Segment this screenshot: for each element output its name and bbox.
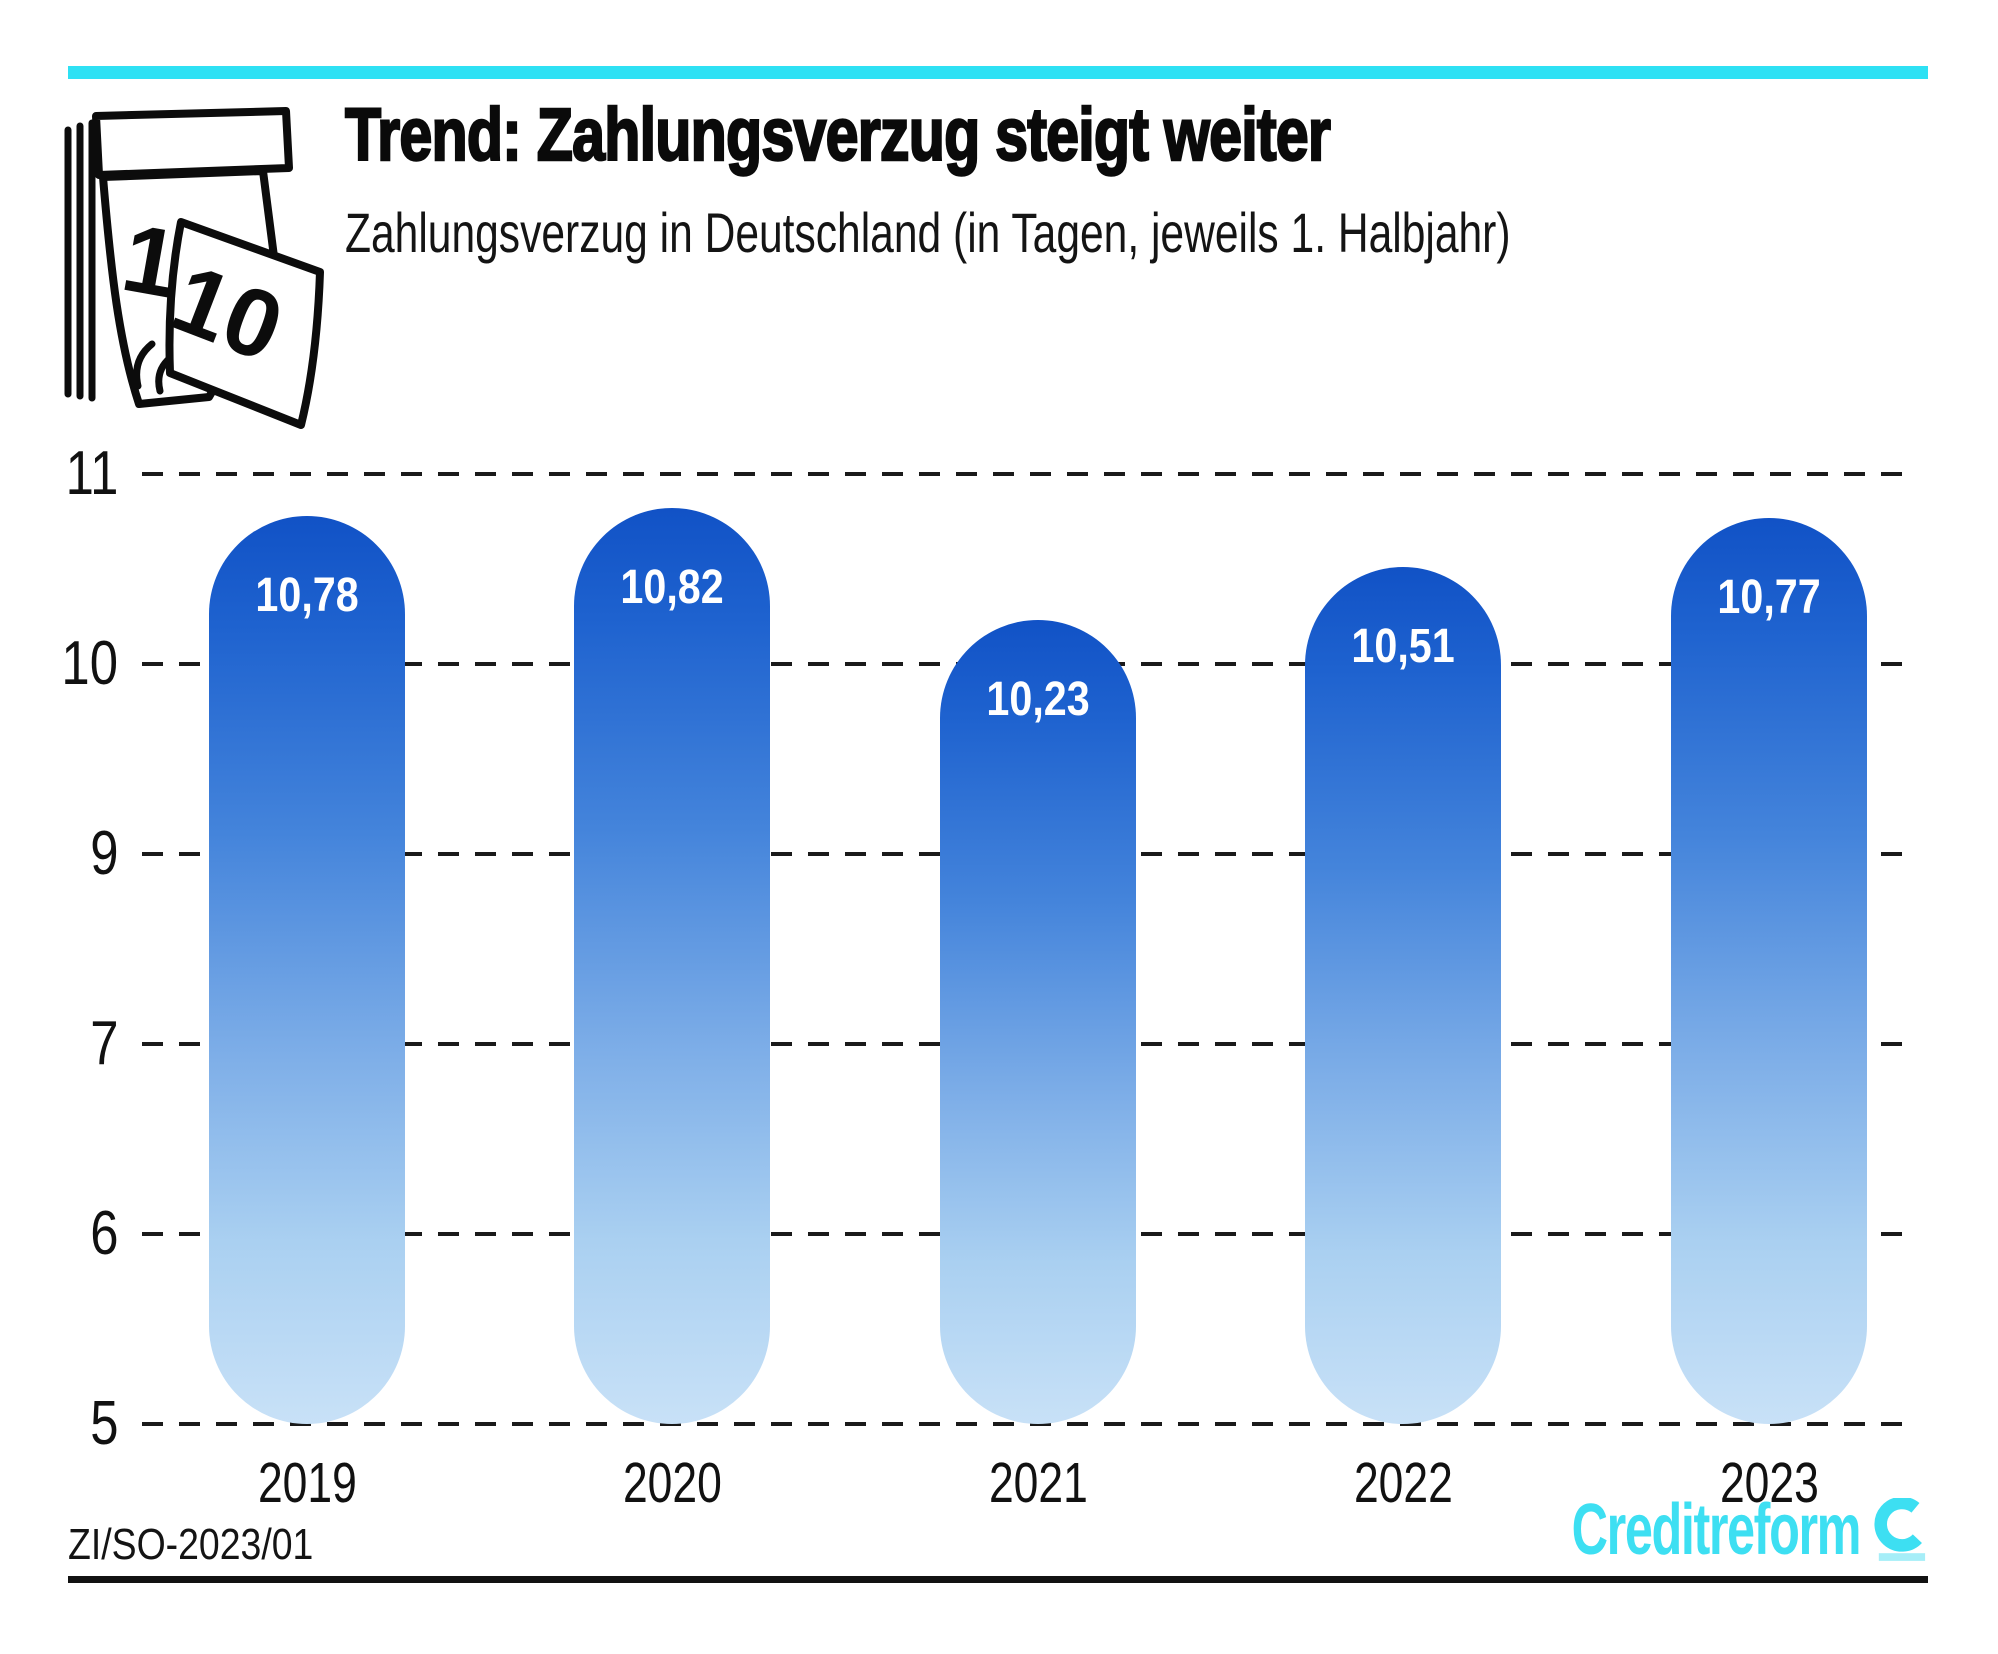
y-axis-tick-label: 7 [89,1009,118,1078]
c-mark-underline [1878,1553,1926,1561]
bar-2023: 10,77 [1671,517,1867,1424]
bar-value-label: 10,77 [1717,570,1821,624]
x-axis-label: 2019 [257,1451,357,1515]
bar-value-label: 10,82 [620,561,724,615]
bar-value-label: 10,78 [255,568,359,622]
x-axis-label: 2023 [1719,1451,1819,1515]
gridline [142,1422,1912,1426]
source-code: ZI/SO-2023/01 [68,1520,314,1569]
calendar-header [92,107,293,179]
bar-2021: 10,23 [940,620,1136,1424]
bar-2022: 10,51 [1305,567,1501,1424]
creditreform-logo: Creditreform [1448,1490,1928,1570]
motion-lines-icon [133,340,174,395]
bar-2020: 10,82 [574,508,770,1424]
creditreform-wordmark: Creditreform [1571,1490,1862,1570]
x-axis-label: 2021 [988,1451,1088,1515]
y-axis-tick-label: 10 [61,629,118,698]
x-axis-label: 2022 [1353,1451,1453,1515]
top-accent-rule [68,66,1928,79]
gridline [142,472,1912,476]
bar-value-label: 10,51 [1351,620,1455,674]
x-axis-label: 2020 [622,1451,722,1515]
c-mark-arc [1874,1498,1922,1552]
calendar-page-stack-edge [64,119,96,402]
calendar-falling-page [165,218,324,429]
y-axis-tick-label: 5 [89,1389,118,1458]
bar-2019: 10,78 [209,515,405,1424]
bottom-rule [68,1576,1928,1583]
page-title: Trend: Zahlungsverzug steigt weiter [344,92,1332,177]
y-axis-tick-label: 9 [89,819,118,888]
page-subtitle: Zahlungsverzug in Deutschland (in Tagen,… [345,201,1511,264]
y-axis-tick-label: 6 [89,1199,118,1268]
calendar-tear-off-icon: 11 10 [64,107,324,429]
creditreform-c-icon [1874,1498,1926,1561]
y-axis-tick-label: 11 [65,439,118,508]
bar-value-label: 10,23 [986,673,1090,727]
